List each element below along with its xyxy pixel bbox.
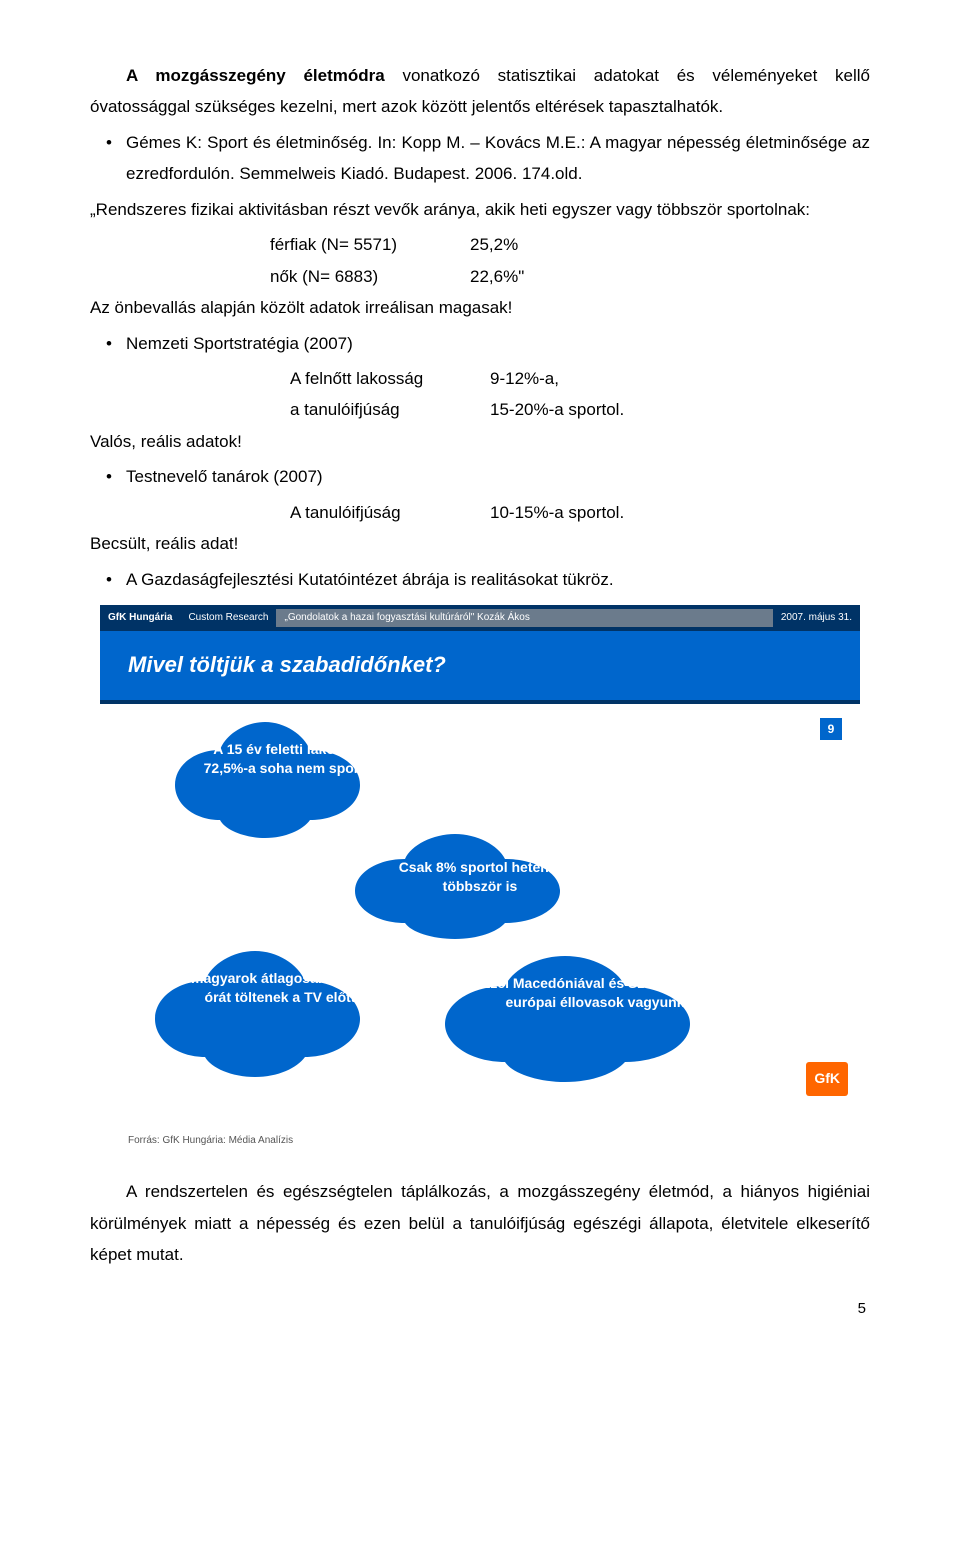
slide-header-bar: GfK Hungária Custom Research „Gondolatok…: [100, 605, 860, 631]
stat-male-value: 25,2%: [470, 229, 518, 260]
slide-footer: Forrás: GfK Hungária: Média Analízis: [100, 1124, 860, 1159]
gfk-logo: GfK: [806, 1062, 848, 1096]
slide-body: 9 A 15 év feletti lakosság 72,5%-a soha …: [100, 704, 860, 1124]
cloud-3: A magyarok átlagosan napi 4,5 órát tölte…: [150, 939, 410, 1079]
slide-date: 2007. május 31.: [773, 609, 860, 628]
student-value: 15-20%-a sportol.: [490, 394, 624, 425]
slide-doc-title: „Gondolatok a hazai fogyasztási kultúrár…: [276, 609, 772, 628]
stat-male-label: férfiak (N= 5571): [270, 229, 470, 260]
cloud-4: Ezzel Macedóniával és Szerbiával az euró…: [440, 944, 750, 1084]
bullet-nemzeti: Nemzeti Sportstratégia (2007): [126, 328, 870, 359]
cloud-2: Csak 8% sportol hetente többször is: [350, 824, 610, 939]
slide-brand: GfK Hungária: [100, 609, 180, 628]
cloud-1: A 15 év feletti lakosság 72,5%-a soha ne…: [170, 710, 410, 840]
infographic-slide: GfK Hungária Custom Research „Gondolatok…: [100, 605, 860, 1158]
bullet-gemes: Gémes K: Sport és életminőség. In: Kopp …: [126, 127, 870, 190]
adult-label: A felnőtt lakosság: [290, 363, 490, 394]
para-intro: A mozgásszegény életmódra vonatkozó stat…: [90, 60, 870, 123]
student2-label: A tanulóifjúság: [290, 497, 490, 528]
cloud-3-text: A magyarok átlagosan napi 4,5 órát tölte…: [150, 939, 410, 1037]
para-becsult: Becsült, reális adat!: [90, 528, 870, 559]
cloud-4-text: Ezzel Macedóniával és Szerbiával az euró…: [440, 944, 750, 1042]
student-label: a tanulóifjúság: [290, 394, 490, 425]
cloud-2-text: Csak 8% sportol hetente többször is: [350, 824, 610, 930]
stat-female-label: nők (N= 6883): [270, 261, 470, 292]
para-conclusion: A rendszertelen és egészségtelen táplálk…: [90, 1176, 870, 1270]
para-highvalues: Az önbevallás alapján közölt adatok irre…: [90, 292, 870, 323]
stat-female-value: 22,6%": [470, 261, 524, 292]
bullet-testnevelo: Testnevelő tanárok (2007): [126, 461, 870, 492]
adult-value: 9-12%-a,: [490, 363, 559, 394]
para-quote: „Rendszeres fizikai aktivitásban részt v…: [90, 194, 870, 225]
slide-title: Mivel töltjük a szabadidőnket?: [100, 631, 860, 704]
para-valos: Valós, reális adatok!: [90, 426, 870, 457]
student2-value: 10-15%-a sportol.: [490, 497, 624, 528]
bullet-gazdasag: A Gazdaságfejlesztési Kutatóintézet ábrá…: [126, 564, 870, 595]
lead-bold: A mozgásszegény életmódra: [126, 66, 385, 85]
cloud-1-text: A 15 év feletti lakosság 72,5%-a soha ne…: [170, 710, 410, 808]
slide-page-number: 9: [820, 718, 842, 740]
slide-division: Custom Research: [180, 609, 276, 628]
page-number: 5: [90, 1295, 870, 1323]
